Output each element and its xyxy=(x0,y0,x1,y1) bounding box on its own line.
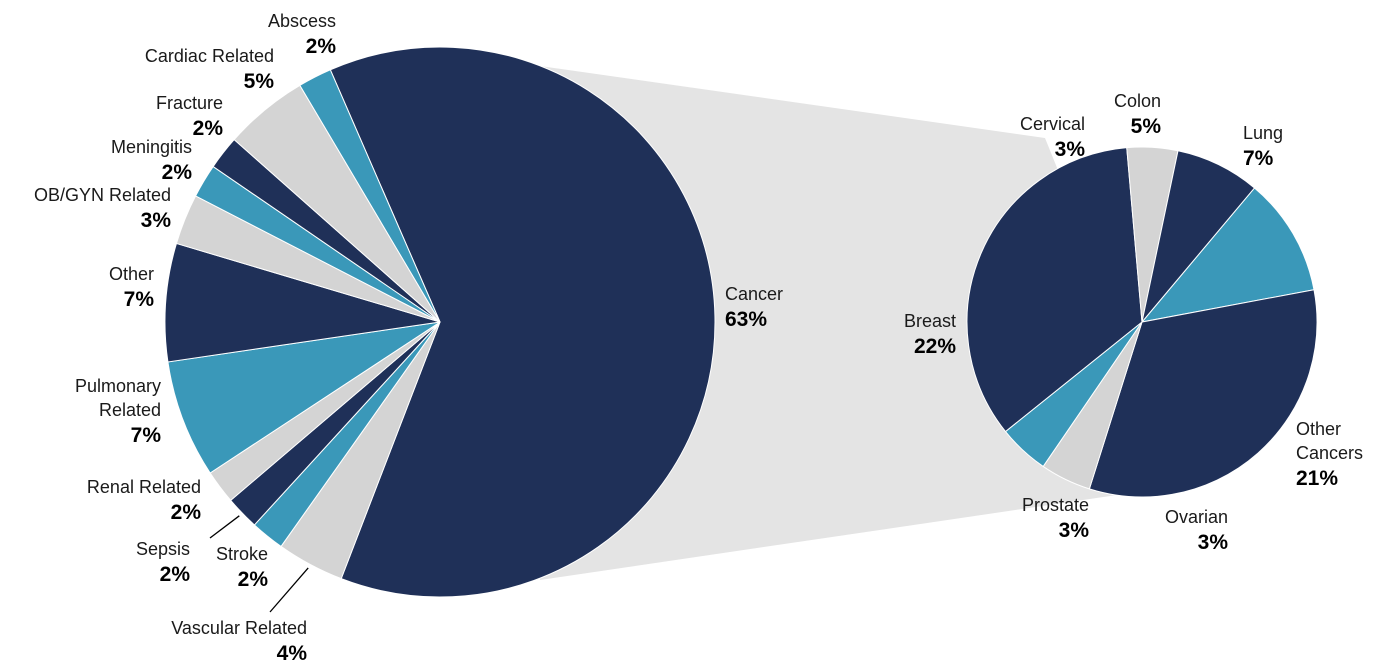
leader-line-vascular-related xyxy=(269,567,309,613)
main-slice-abscess xyxy=(299,69,441,323)
leader-line-sepsis xyxy=(209,515,240,539)
main-label-sepsis: Sepsis 2% xyxy=(136,539,190,586)
main-label-pct-ob-gyn-related: 3% xyxy=(141,209,172,232)
sub-label-pct-breast: 22% xyxy=(914,335,956,358)
sub-label-name-prostate: Prostate xyxy=(1022,495,1089,515)
sub-slice-colon xyxy=(1141,150,1256,323)
sub-label-pct-lung: 7% xyxy=(1243,147,1274,170)
main-label-pct-abscess: 2% xyxy=(306,35,337,58)
sub-label-name-other-cancers-line-1: Other xyxy=(1296,419,1341,439)
main-label-name-ob-gyn-related: OB/GYN Related xyxy=(34,185,171,205)
sub-slice-other-cancers xyxy=(1088,289,1318,498)
main-label-stroke: Stroke 2% xyxy=(216,544,268,591)
sub-label-pct-other-cancers: 21% xyxy=(1296,467,1338,490)
main-label-pct-other: 7% xyxy=(124,288,155,311)
main-label-name-abscess: Abscess xyxy=(268,11,336,31)
sub-label-breast: Breast 22% xyxy=(904,311,956,358)
main-label-name-pulmonary-related-line-1: Pulmonary xyxy=(75,376,161,396)
main-label-other: Other 7% xyxy=(109,264,154,311)
main-label-name-cardiac-related: Cardiac Related xyxy=(145,46,274,66)
main-label-cardiac-related: Cardiac Related 5% xyxy=(145,46,274,93)
sub-label-name-colon: Colon xyxy=(1114,91,1161,111)
main-label-pulmonary-related: Pulmonary Related 7% xyxy=(75,376,161,447)
sub-label-name-cervical: Cervical xyxy=(1020,114,1085,134)
main-label-pct-pulmonary-related: 7% xyxy=(131,424,162,447)
main-slice-other xyxy=(164,242,441,363)
main-label-pct-cancer: 63% xyxy=(725,308,767,331)
main-label-pct-cardiac-related: 5% xyxy=(244,70,275,93)
main-label-renal-related: Renal Related 2% xyxy=(87,477,201,524)
sub-label-lung: Lung 7% xyxy=(1243,123,1283,170)
sub-label-colon: Colon 5% xyxy=(1114,91,1161,138)
sub-label-name-other-cancers-line-2: Cancers xyxy=(1296,443,1363,463)
main-label-name-stroke: Stroke xyxy=(216,544,268,564)
main-label-pct-renal-related: 2% xyxy=(171,501,202,524)
sub-label-ovarian: Ovarian 3% xyxy=(1165,507,1228,554)
main-label-pct-vascular-related: 4% xyxy=(277,642,308,660)
main-slice-pulmonary-related xyxy=(167,321,441,474)
main-label-cancer: Cancer 63% xyxy=(725,284,783,331)
sub-label-pct-ovarian: 3% xyxy=(1198,531,1229,554)
sub-slice-lung xyxy=(1140,187,1315,323)
sub-label-other-cancers: Other Cancers 21% xyxy=(1296,419,1363,490)
sub-label-name-ovarian: Ovarian xyxy=(1165,507,1228,527)
main-label-ob-gyn-related: OB/GYN Related 3% xyxy=(34,185,171,232)
sub-label-name-breast: Breast xyxy=(904,311,956,331)
sub-label-pct-colon: 5% xyxy=(1131,115,1162,138)
sub-label-pct-cervical: 3% xyxy=(1055,138,1086,161)
sub-slice-breast xyxy=(966,147,1143,433)
sub-label-name-lung: Lung xyxy=(1243,123,1283,143)
sub-label-prostate: Prostate 3% xyxy=(1022,495,1089,542)
main-label-vascular-related: Vascular Related 4% xyxy=(171,618,308,665)
main-label-name-fracture: Fracture xyxy=(156,93,223,113)
main-label-name-renal-related: Renal Related xyxy=(87,477,201,497)
main-label-pct-stroke: 2% xyxy=(238,568,269,591)
main-label-pct-meningitis: 2% xyxy=(162,161,193,184)
main-label-name-sepsis: Sepsis xyxy=(136,539,190,559)
sub-label-pct-prostate: 3% xyxy=(1059,519,1090,542)
main-label-abscess: Abscess 2% xyxy=(268,11,336,58)
main-label-name-pulmonary-related-line-2: Related xyxy=(99,400,161,420)
main-label-name-other: Other xyxy=(109,264,154,284)
main-label-fracture: Fracture 2% xyxy=(156,93,223,140)
sub-label-cervical: Cervical 3% xyxy=(1020,114,1085,161)
main-label-name-cancer: Cancer xyxy=(725,284,783,304)
main-label-pct-fracture: 2% xyxy=(193,117,224,140)
main-label-pct-sepsis: 2% xyxy=(160,563,191,586)
main-label-name-meningitis: Meningitis xyxy=(111,137,192,157)
main-label-meningitis: Meningitis 2% xyxy=(111,137,192,184)
main-label-name-vascular-related: Vascular Related xyxy=(171,618,307,638)
main-slice-cancer xyxy=(329,46,716,598)
